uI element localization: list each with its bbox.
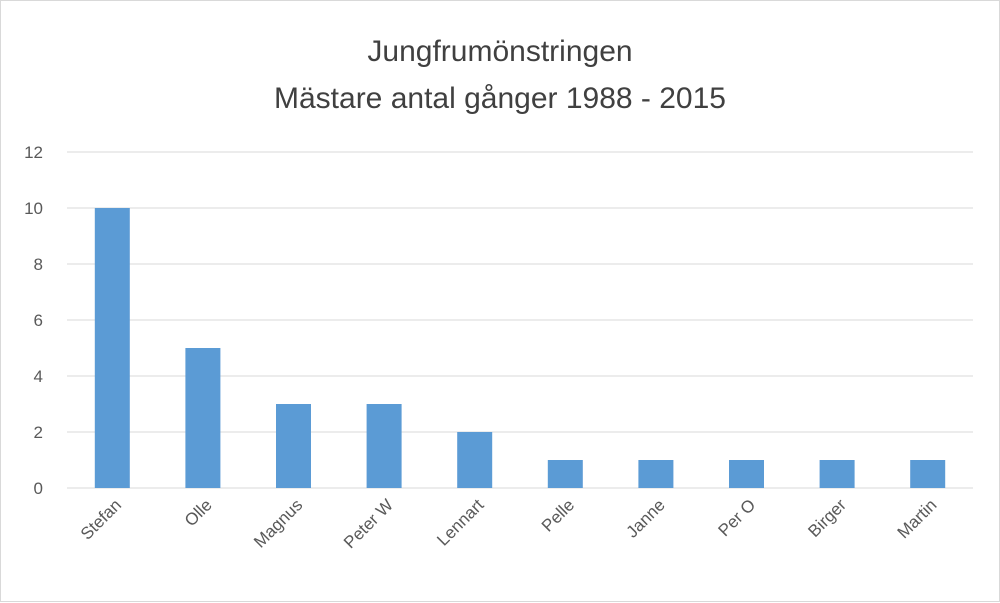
x-tick-label: Magnus [250, 495, 306, 551]
bar-pelle [547, 460, 583, 488]
bar-per-o [729, 460, 764, 488]
x-tick-label: Stefan [77, 495, 125, 543]
y-tick-label: 10 [24, 199, 43, 218]
x-tick-label: Pelle [538, 495, 578, 535]
x-tick-label: Lennart [433, 495, 487, 549]
y-tick-label: 2 [34, 423, 43, 442]
x-axis-ticks: Stefan Olle Magnus Peter W Lennart Pelle Janne… [77, 495, 941, 552]
y-tick-label: 0 [34, 479, 43, 498]
y-tick-label: 12 [24, 143, 43, 162]
bar-lennart [457, 432, 493, 488]
bar-magnus [276, 404, 311, 488]
x-tick-label: Peter W [340, 495, 397, 552]
bar-martin [910, 460, 946, 488]
chart-title: Jungfrumönstringen [367, 35, 632, 68]
chart-subtitle: Mästare antal gånger 1988 - 2015 [274, 82, 726, 115]
x-tick-label: Birger [804, 495, 850, 541]
y-tick-label: 6 [34, 311, 43, 330]
bars [94, 208, 946, 488]
bar-olle [185, 348, 221, 488]
bar-stefan [94, 208, 130, 488]
x-tick-label: Martin [894, 495, 941, 542]
x-tick-label: Olle [181, 495, 216, 530]
y-tick-label: 4 [34, 367, 43, 386]
y-axis-ticks: 0 2 4 6 8 10 12 [24, 143, 43, 498]
x-tick-label: Per O [714, 495, 759, 540]
x-tick-label: Janne [623, 495, 669, 541]
y-tick-label: 8 [34, 255, 43, 274]
bar-janne [638, 460, 674, 488]
bar-peter-w [366, 404, 402, 488]
bar-birger [819, 460, 855, 488]
